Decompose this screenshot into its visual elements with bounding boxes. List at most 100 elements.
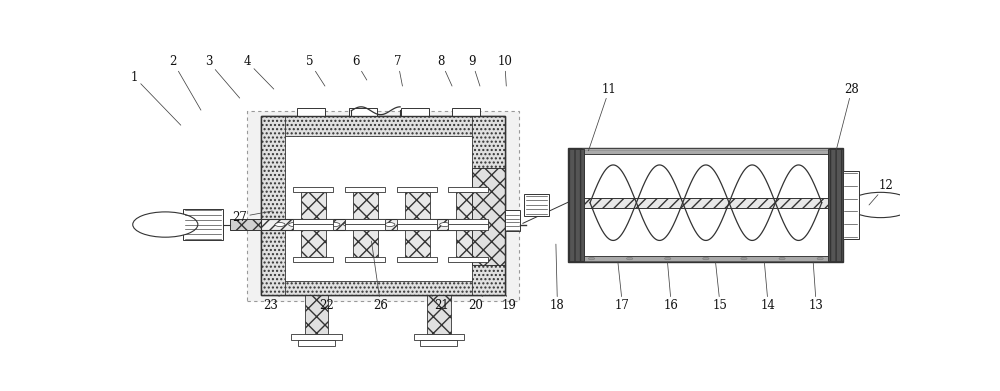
Bar (261, 116, 505, 295)
Bar (843, 170, 859, 239)
Bar (397, 257, 437, 262)
Circle shape (330, 222, 340, 226)
Bar (452, 108, 480, 116)
Bar (345, 257, 385, 262)
Text: 20: 20 (468, 295, 483, 312)
Circle shape (412, 222, 422, 226)
Text: 7: 7 (394, 56, 402, 86)
Bar (301, 192, 326, 219)
Text: 4: 4 (244, 56, 274, 89)
Circle shape (467, 222, 477, 226)
Text: 6: 6 (352, 56, 367, 80)
Bar (448, 257, 488, 262)
Circle shape (357, 222, 367, 226)
Bar (397, 187, 437, 192)
Circle shape (316, 222, 326, 226)
Circle shape (588, 257, 595, 260)
Bar (345, 219, 385, 224)
Circle shape (453, 222, 464, 226)
Bar (448, 224, 488, 230)
Bar (472, 168, 505, 265)
Circle shape (627, 257, 633, 260)
Bar (505, 210, 520, 231)
Bar (345, 187, 385, 192)
Text: 11: 11 (588, 83, 617, 151)
Bar (405, 192, 430, 219)
Bar (293, 257, 333, 262)
Text: 22: 22 (317, 295, 334, 312)
Text: 3: 3 (205, 56, 240, 98)
Bar (353, 230, 378, 257)
Text: 19: 19 (501, 295, 516, 312)
Bar (524, 194, 549, 217)
Bar (420, 341, 457, 346)
Text: 1: 1 (131, 70, 181, 125)
Circle shape (399, 222, 409, 226)
Circle shape (848, 192, 913, 218)
Bar (301, 230, 326, 257)
Bar (568, 148, 843, 262)
Circle shape (440, 222, 450, 226)
Bar (293, 219, 333, 224)
Bar (456, 192, 481, 219)
Text: 26: 26 (371, 241, 388, 312)
Circle shape (779, 257, 785, 260)
Bar (568, 149, 584, 261)
Text: 21: 21 (431, 295, 449, 312)
Circle shape (289, 222, 299, 226)
Bar (305, 295, 328, 334)
Circle shape (385, 222, 395, 226)
Text: 27: 27 (232, 210, 272, 224)
Bar (828, 149, 843, 261)
Bar (345, 224, 385, 230)
Bar (293, 187, 333, 192)
Text: 23: 23 (263, 295, 280, 312)
Bar (472, 116, 505, 295)
Bar (230, 219, 261, 230)
Circle shape (371, 222, 381, 226)
Text: 14: 14 (761, 262, 776, 312)
Circle shape (703, 257, 709, 260)
Bar (414, 334, 464, 341)
Bar (261, 116, 505, 136)
Bar (261, 219, 472, 230)
Bar (456, 230, 481, 257)
Text: 12: 12 (869, 179, 893, 205)
Bar (298, 341, 335, 346)
Bar (349, 108, 377, 116)
Bar (293, 224, 333, 230)
Text: 5: 5 (306, 56, 325, 86)
Text: 13: 13 (809, 262, 824, 312)
Circle shape (133, 212, 198, 237)
Text: 2: 2 (169, 56, 201, 110)
Bar (582, 148, 829, 154)
Text: 28: 28 (836, 83, 859, 149)
Bar (397, 219, 437, 224)
Bar (247, 111, 519, 301)
Bar (261, 281, 505, 295)
Bar (183, 209, 223, 240)
Circle shape (344, 222, 354, 226)
Text: 17: 17 (615, 262, 630, 312)
Bar (427, 295, 450, 334)
Bar (448, 187, 488, 192)
Bar (401, 108, 429, 116)
Circle shape (302, 222, 312, 226)
Text: 18: 18 (550, 244, 565, 312)
Text: 10: 10 (497, 56, 512, 86)
Text: 8: 8 (438, 56, 452, 86)
Bar (261, 116, 505, 295)
Bar (291, 334, 342, 341)
Bar (582, 198, 829, 208)
Text: 16: 16 (664, 262, 679, 312)
Circle shape (275, 222, 285, 226)
Text: 15: 15 (713, 262, 728, 312)
Bar (261, 116, 285, 295)
Bar (582, 256, 829, 261)
Bar (405, 230, 430, 257)
Bar (397, 224, 437, 230)
Circle shape (741, 257, 747, 260)
Circle shape (426, 222, 436, 226)
Text: 9: 9 (468, 56, 480, 86)
Circle shape (665, 257, 671, 260)
